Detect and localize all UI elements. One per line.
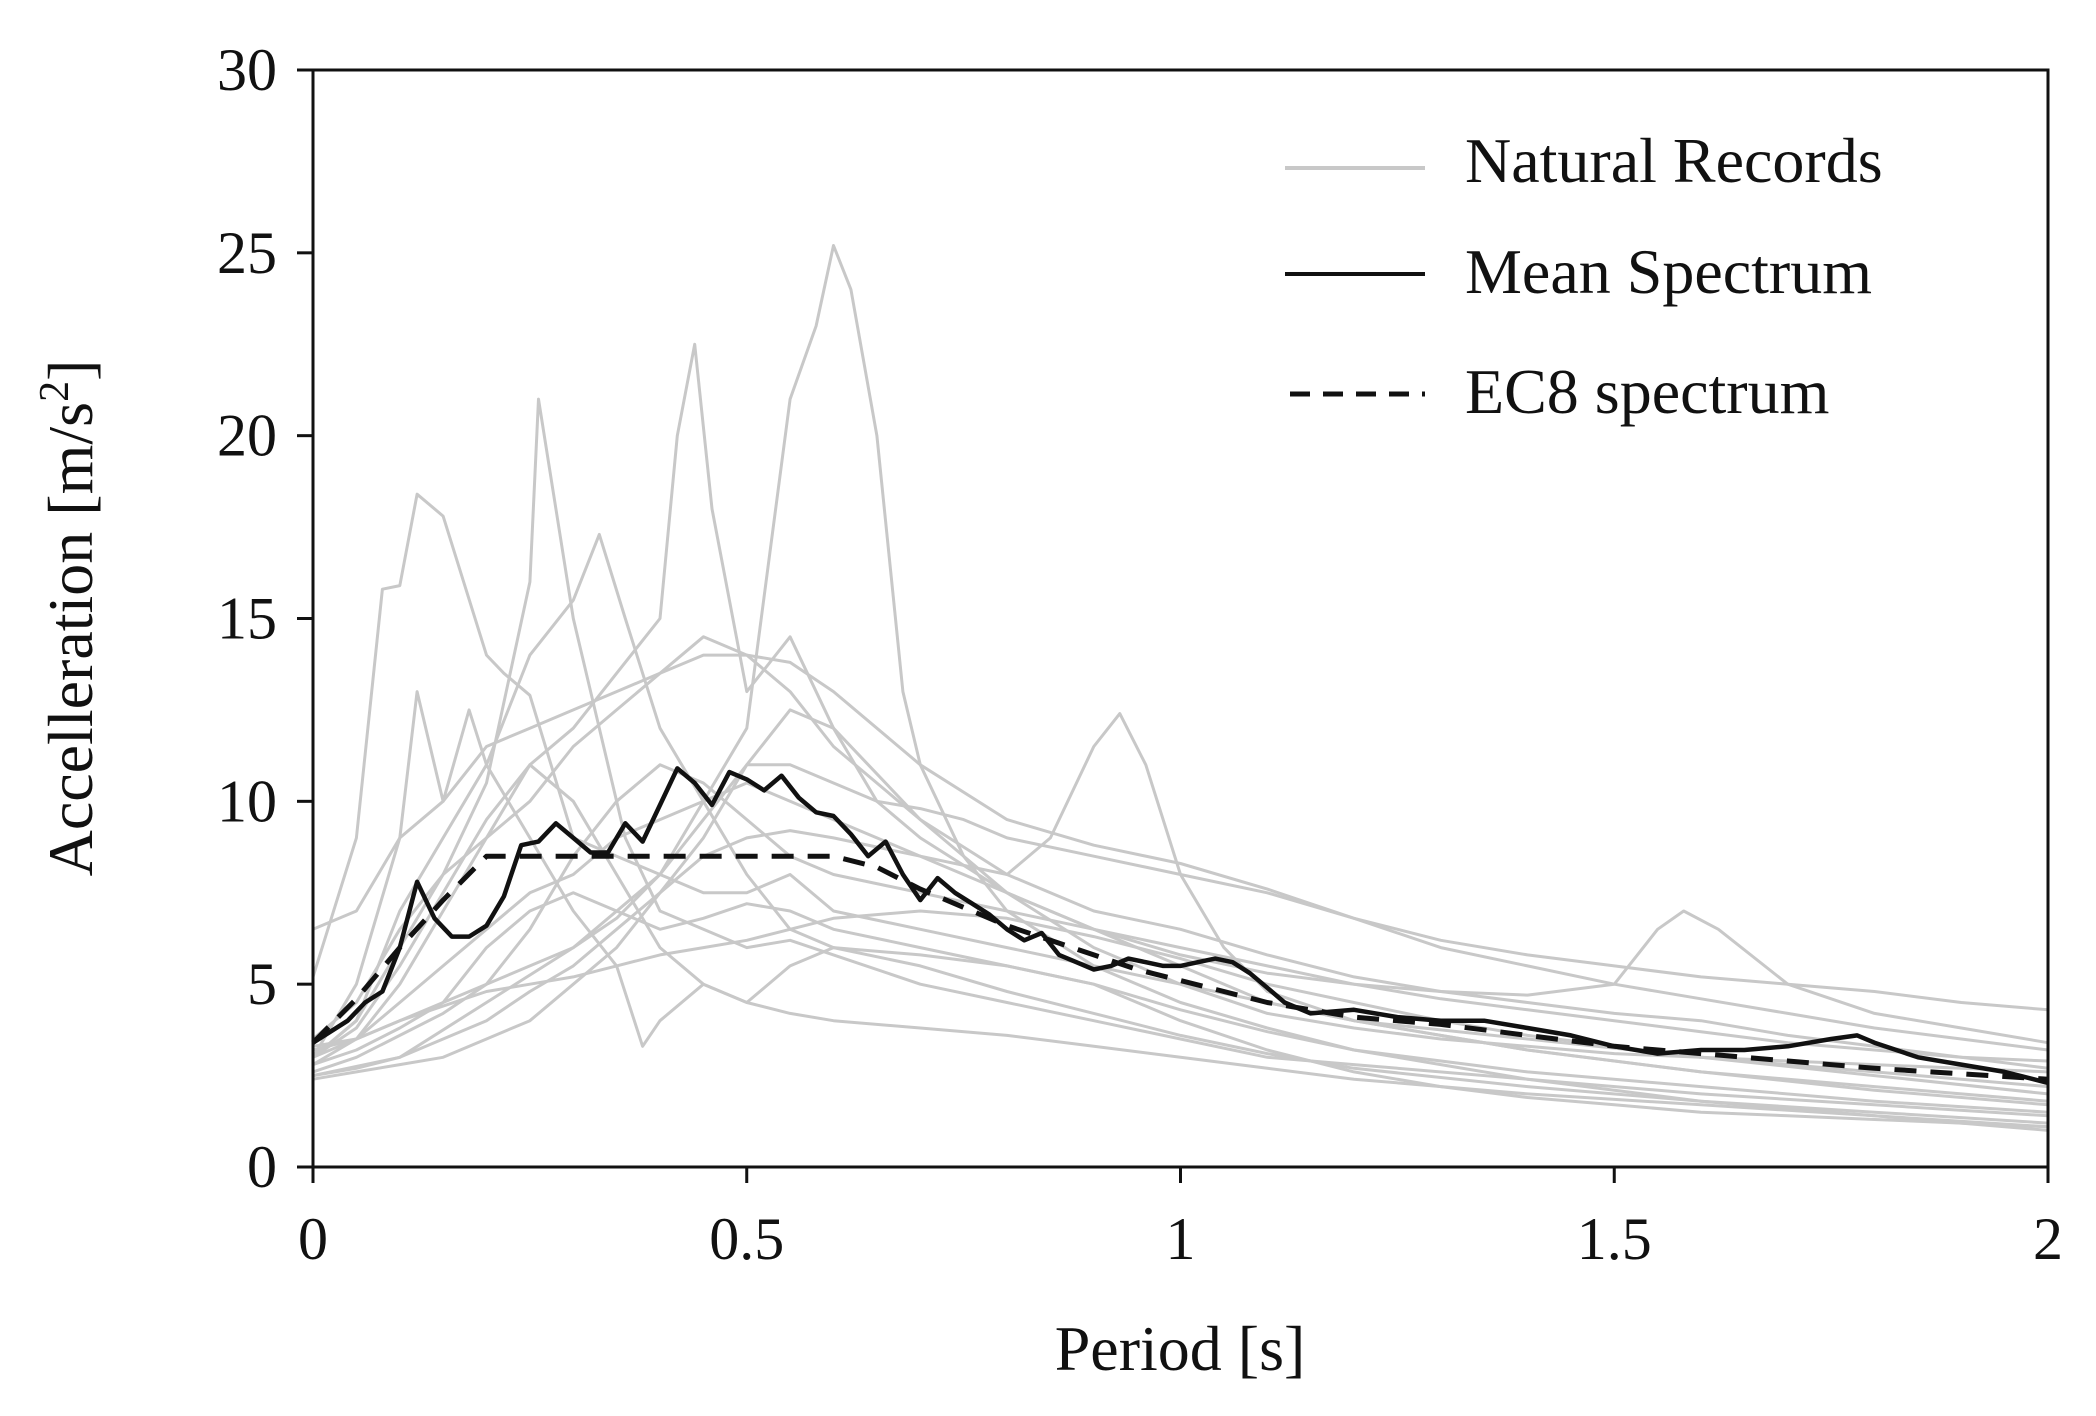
natural-record-line-4	[312, 342, 2049, 1103]
y-tick-label-2: 10	[217, 768, 277, 834]
x-tick-label-2: 1	[1166, 1206, 1196, 1272]
x-tick-label-0: 0	[298, 1206, 328, 1272]
series-layer	[311, 244, 2049, 1132]
natural-record-line-14	[312, 891, 2049, 1132]
natural-record-line-11	[312, 532, 2049, 1125]
natural-record-line-13	[312, 635, 2049, 1074]
natural-record-line-10	[312, 763, 2049, 1052]
legend-label-ec8-spectrum: EC8 spectrum	[1465, 356, 1829, 427]
y-axis-title-end: ]	[35, 360, 106, 381]
y-tick-label-6: 30	[217, 37, 277, 103]
y-axis-title: Accelleration [m/s2]	[32, 360, 106, 877]
natural-record-line-16	[312, 763, 2049, 1074]
x-axis-title: Period [s]	[1055, 1313, 1306, 1384]
y-tick-label-1: 5	[247, 951, 277, 1017]
ec8-spectrum-line	[311, 853, 2049, 1082]
y-tick-label-3: 15	[217, 586, 277, 652]
y-axis-title-superscript: 2	[32, 381, 78, 402]
x-tick-label-1: 0.5	[709, 1206, 784, 1272]
legend-label-mean-spectrum: Mean Spectrum	[1465, 236, 1872, 307]
mean-spectrum-line	[311, 766, 2049, 1086]
y-tick-label-0: 0	[247, 1134, 277, 1200]
x-tick-label-3: 1.5	[1577, 1206, 1652, 1272]
legend: Natural Records Mean Spectrum EC8 spectr…	[1285, 125, 1883, 427]
y-tick-label-5: 25	[217, 220, 277, 286]
natural-record-line-6	[312, 653, 2049, 1052]
x-tick-label-4: 2	[2033, 1206, 2063, 1272]
legend-label-natural-records: Natural Records	[1465, 125, 1883, 196]
y-tick-label-4: 20	[217, 403, 277, 469]
y-axis-title-main: Accelleration [m/s	[35, 402, 106, 876]
natural-record-line-15	[312, 763, 2049, 1129]
